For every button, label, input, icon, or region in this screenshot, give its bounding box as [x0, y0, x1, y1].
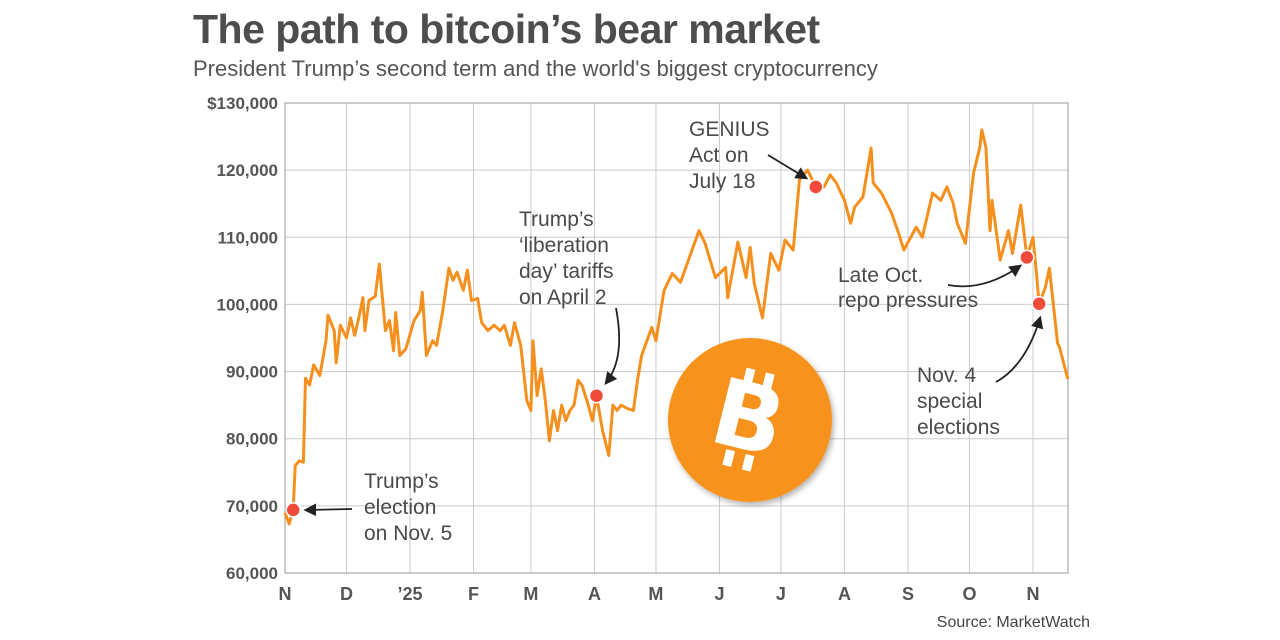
- y-tick-label: 100,000: [217, 295, 278, 314]
- event-markers: [285, 179, 1047, 518]
- x-tick-label: N: [1027, 584, 1040, 604]
- arrow-tariffs: [604, 307, 621, 385]
- x-tick-label: N: [279, 584, 292, 604]
- svg-text:election: election: [364, 496, 436, 519]
- x-tick-label: D: [340, 584, 353, 604]
- bitcoin-logo-icon: B: [668, 338, 832, 502]
- svg-text:Trump’s: Trump’s: [519, 208, 594, 231]
- svg-text:special: special: [917, 390, 982, 413]
- svg-text:elections: elections: [917, 416, 1000, 439]
- x-tick-label: A: [838, 584, 851, 604]
- y-tick-label: 70,000: [226, 497, 278, 516]
- arrow-repo: [947, 264, 1023, 288]
- event-marker: [808, 179, 824, 195]
- svg-text:on Nov. 5: on Nov. 5: [364, 522, 452, 545]
- annotation-genius: GENIUS Act on July 18: [689, 118, 770, 193]
- svg-text:Act on: Act on: [689, 144, 749, 167]
- price-line: [283, 128, 1070, 526]
- annotation-arrows: [303, 154, 1044, 517]
- svg-text:GENIUS: GENIUS: [689, 118, 770, 141]
- x-tick-label: J: [714, 584, 724, 604]
- svg-text:Late Oct.: Late Oct.: [838, 264, 923, 287]
- svg-text:on April 2: on April 2: [519, 286, 607, 309]
- x-tick-label: ’25: [397, 584, 422, 604]
- annotation-nov4: Nov. 4 special elections: [917, 364, 1000, 439]
- y-tick-label: 60,000: [226, 564, 278, 583]
- y-tick-label: 110,000: [217, 228, 278, 247]
- x-tick-label: F: [468, 584, 479, 604]
- arrow-genius: [767, 154, 809, 180]
- event-marker: [1031, 296, 1047, 312]
- annotation-repo: Late Oct. repo pressures: [838, 264, 978, 312]
- svg-text:repo pressures: repo pressures: [838, 289, 978, 312]
- y-axis: $130,000 120,000 110,000 100,000 90,000 80,00…: [207, 94, 278, 583]
- annotation-election: Trump’s election on Nov. 5: [364, 470, 452, 545]
- y-tick-label: 80,000: [226, 430, 278, 449]
- x-tick-label: M: [523, 584, 538, 604]
- x-tick-label: A: [588, 584, 601, 604]
- event-marker: [588, 387, 605, 404]
- svg-text:July 18: July 18: [689, 170, 756, 193]
- y-tick-label: 90,000: [226, 363, 278, 382]
- annotation-tariffs: Trump’s ‘liberation day’ tariffs on Apri…: [519, 208, 614, 309]
- svg-text:Trump’s: Trump’s: [364, 470, 439, 493]
- source-note: Source: MarketWatch: [936, 614, 1090, 631]
- svg-text:Nov. 4: Nov. 4: [917, 364, 976, 387]
- plot-frame: [284, 102, 1069, 574]
- arrow-election: [303, 503, 353, 517]
- x-tick-label: J: [776, 584, 786, 604]
- y-tick-label: $130,000: [207, 94, 278, 113]
- svg-text:day’ tariffs: day’ tariffs: [519, 260, 614, 283]
- x-tick-label: S: [902, 584, 914, 604]
- y-tick-label: 120,000: [217, 161, 278, 180]
- x-tick-label: O: [962, 584, 976, 604]
- arrow-nov4: [995, 315, 1044, 383]
- x-tick-label: M: [648, 584, 663, 604]
- svg-text:‘liberation: ‘liberation: [519, 234, 609, 257]
- chart-title: The path to bitcoin’s bear market: [193, 6, 820, 52]
- event-marker: [1019, 249, 1035, 266]
- chart-subtitle: President Trump’s second term and the wo…: [193, 56, 878, 81]
- x-axis: N D ’25 F M A M J J A S O N: [279, 584, 1040, 604]
- event-marker: [285, 502, 301, 518]
